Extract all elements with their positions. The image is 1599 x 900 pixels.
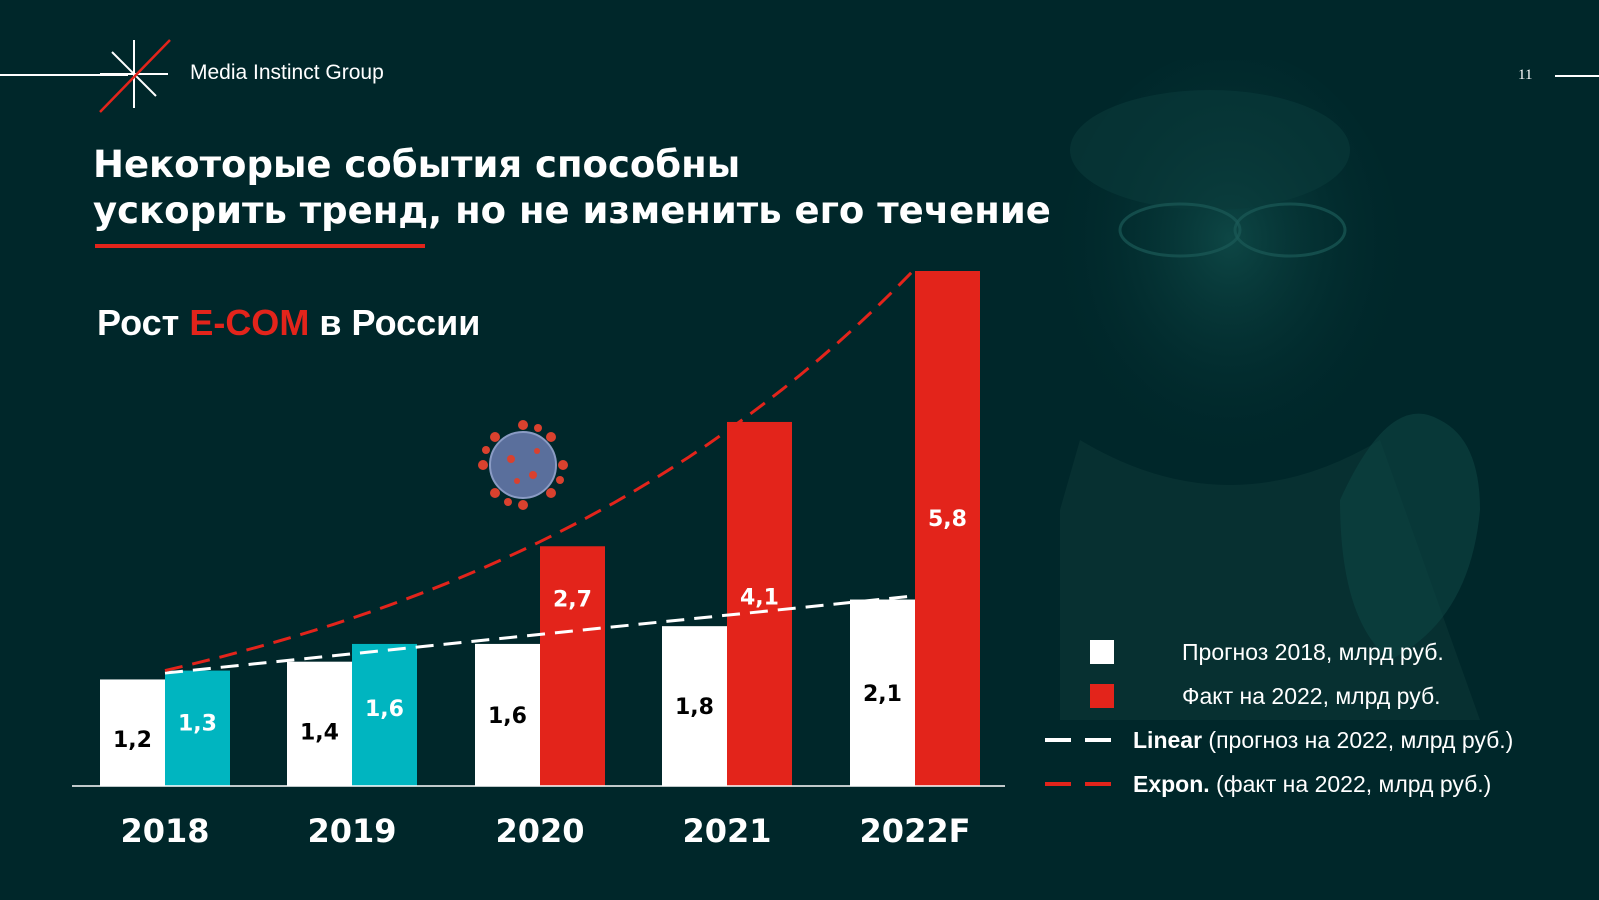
legend-item-2: Факт на 2022, млрд руб. [1045,674,1513,718]
data-label-actual-2020: 2,7 [553,587,592,612]
trendlines-layer [164,269,916,675]
legend-dash [1045,738,1111,742]
subtitle-prefix: Рост [97,302,180,343]
chart-legend: Прогноз 2018, млрд руб. Факт на 2022, млр… [1045,630,1513,806]
data-label-actual-2022F: 5,8 [928,507,967,532]
data-label-forecast-2022F: 2,1 [863,682,902,707]
bar-forecast-2018 [100,679,165,786]
subtitle-suffix: в России [319,302,481,343]
legend-swatch [1090,684,1114,708]
coronavirus-icon [478,420,568,510]
media-instinct-logo [99,39,171,113]
trendline-linear [164,594,916,675]
title-underline [95,244,425,248]
data-label-actual-2021: 4,1 [740,586,779,611]
bar-actual-2022F [915,271,980,786]
legend-label-text: (факт на 2022, млрд руб.) [1209,770,1492,797]
legend-item-1: Прогноз 2018, млрд руб. [1045,630,1513,674]
legend-swatch [1090,640,1114,664]
legend-label: Expon. (факт на 2022, млрд руб.) [1133,771,1491,798]
page-title-line-1: Некоторые события способны [93,143,741,186]
data-label-forecast-2021: 1,8 [675,695,714,720]
x-tick-label-2022F: 2022F [860,812,971,850]
bar-actual-2019 [352,643,417,786]
legend-label-bold: Linear [1133,726,1203,753]
x-axis-ticks: 2018 2019 2020 2021 2022F [120,812,970,850]
brand-name: Media Instinct Group [190,61,384,84]
legend-label-text: Факт на 2022, млрд руб. [1182,682,1441,709]
bar-forecast-2021 [662,626,727,786]
subtitle-accent: E-COM [189,302,310,343]
bar-actual-2020 [540,546,605,786]
page-number: 11 [1518,67,1533,83]
legend-dash [1045,782,1111,786]
bar-actual-2018 [165,670,230,786]
legend-label-bold: Expon. [1133,770,1210,797]
data-label-forecast-2020: 1,6 [488,704,527,729]
x-tick-label-2019: 2019 [307,812,396,850]
header-line-left [0,74,128,76]
trendline-exponential [164,269,915,673]
x-tick-label-2018: 2018 [120,812,209,850]
legend-item-4: Expon. (факт на 2022, млрд руб.) [1045,762,1513,806]
legend-label-text: (прогноз на 2022, млрд руб.) [1202,726,1514,753]
chart-subtitle: Рост E-COM в России [97,302,480,344]
bar-forecast-2022F [850,599,915,786]
legend-label: Linear (прогноз на 2022, млрд руб.) [1133,727,1513,754]
bar-forecast-2020 [475,643,540,786]
x-tick-label-2021: 2021 [682,812,771,850]
labels-layer: 1,2 1,4 1,6 1,8 2,1 1,3 1,6 2,7 4,1 5,8 [113,507,967,753]
data-label-forecast-2019: 1,4 [300,720,339,745]
page-title: Некоторые события способны ускорить трен… [93,142,1051,234]
data-label-actual-2019: 1,6 [365,697,404,722]
legend-item-3: Linear (прогноз на 2022, млрд руб.) [1045,718,1513,762]
bar-actual-2021 [727,421,792,786]
data-label-forecast-2018: 1,2 [113,728,152,753]
background-portrait [1060,60,1480,720]
x-tick-label-2020: 2020 [495,812,584,850]
legend-label: Прогноз 2018, млрд руб. [1182,639,1444,666]
page-title-line-2: ускорить тренд, но не изменить его течен… [93,189,1051,232]
bar-forecast-2019 [287,661,352,786]
data-label-actual-2018: 1,3 [178,712,217,737]
header-line-right [1555,75,1599,77]
legend-label: Факт на 2022, млрд руб. [1182,683,1441,710]
legend-label-text: Прогноз 2018, млрд руб. [1182,638,1444,665]
bars-layer [100,271,980,786]
